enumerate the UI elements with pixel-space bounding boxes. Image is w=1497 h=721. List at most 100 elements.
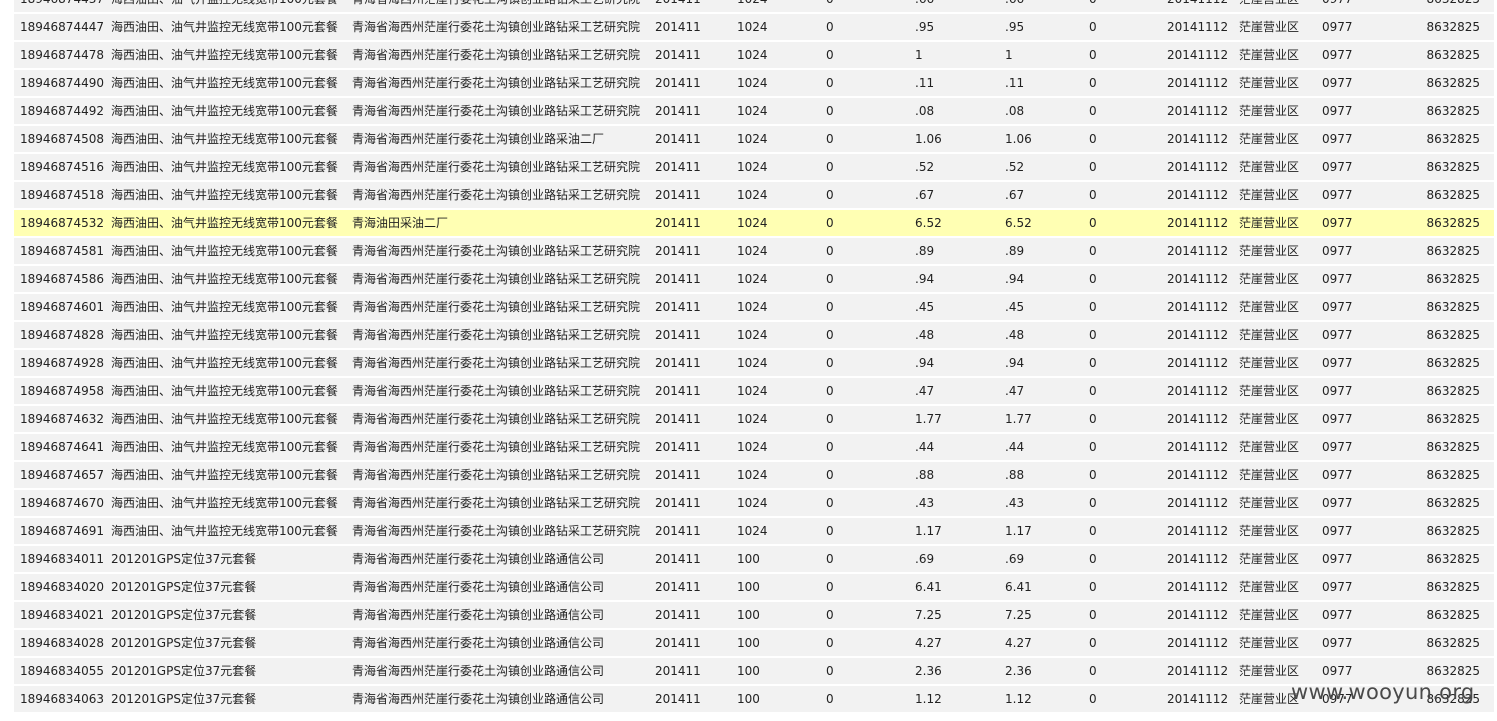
table-cell: 0977 bbox=[1322, 692, 1353, 706]
table-cell: 20141112 bbox=[1167, 412, 1229, 426]
table-cell: 201201GPS定位37元套餐 bbox=[111, 580, 257, 594]
table-cell: 0 bbox=[826, 244, 834, 258]
table-cell: 海西油田、油气井监控无线宽带100元套餐 bbox=[111, 188, 338, 202]
table-cell: 201411 bbox=[655, 0, 735, 13]
table-cell: 20141112 bbox=[1167, 328, 1229, 342]
table-row[interactable]: 18946874478 海西油田、油气井监控无线宽带100元套餐 青海省海西州茫崖行… bbox=[14, 42, 1494, 69]
table-cell: 18946874828 bbox=[20, 328, 104, 342]
table-row[interactable]: 18946874437海西油田、油气井监控无线宽带100元套餐青海省海西州茫崖行… bbox=[14, 0, 1494, 13]
table-cell: 0977 bbox=[1322, 356, 1353, 370]
table-cell: 1 bbox=[915, 48, 923, 62]
table-cell: .94 bbox=[1005, 272, 1025, 286]
table-cell: 1024 bbox=[737, 356, 768, 370]
table-row[interactable]: 18946874586 海西油田、油气井监控无线宽带100元套餐 青海省海西州茫崖行… bbox=[14, 266, 1494, 293]
table-cell: 0 bbox=[1089, 300, 1097, 314]
table-row[interactable]: 18946874928 海西油田、油气井监控无线宽带100元套餐 青海省海西州茫崖行… bbox=[14, 350, 1494, 377]
table-row[interactable]: 18946834020 201201GPS定位37元套餐 青海省海西州茫崖行委花土沟… bbox=[14, 574, 1494, 601]
table-cell: 8632825 bbox=[1426, 524, 1480, 538]
table-row[interactable]: 18946874641 海西油田、油气井监控无线宽带100元套餐 青海省海西州茫崖行… bbox=[14, 434, 1494, 461]
table-cell: 8632825 bbox=[1426, 132, 1480, 146]
table-cell: 8632825 bbox=[1426, 272, 1480, 286]
table-cell: 20141112 bbox=[1167, 244, 1229, 258]
table-cell: 0977 bbox=[1322, 216, 1353, 230]
table-cell: 青海省海西州茫崖行委花土沟镇创业路钻采工艺研究院 bbox=[352, 328, 641, 342]
table-cell: 0 bbox=[826, 356, 834, 370]
table-row[interactable]: 18946874508 海西油田、油气井监控无线宽带100元套餐 青海省海西州茫崖行… bbox=[14, 126, 1494, 153]
table-cell: 18946874516 bbox=[20, 160, 104, 174]
table-cell: 201411 bbox=[655, 496, 701, 510]
table-cell: 0 bbox=[1089, 524, 1097, 538]
table-cell: 8632825 bbox=[1426, 496, 1480, 510]
table-cell: 18946874492 bbox=[20, 104, 104, 118]
table-cell: 8632825 bbox=[1426, 608, 1480, 622]
table-row[interactable]: 18946834063 201201GPS定位37元套餐 青海省海西州茫崖行委花土沟… bbox=[14, 686, 1494, 713]
table-cell: 201411 bbox=[655, 328, 701, 342]
table-row[interactable]: 18946874490 海西油田、油气井监控无线宽带100元套餐 青海省海西州茫崖行… bbox=[14, 70, 1494, 97]
table-cell: 0977 bbox=[1322, 328, 1353, 342]
table-cell: 茫崖营业区 bbox=[1239, 636, 1300, 650]
table-cell: .94 bbox=[915, 272, 935, 286]
table-cell: 18946834028 bbox=[20, 636, 104, 650]
table-cell: 201201GPS定位37元套餐 bbox=[111, 608, 257, 622]
table-cell: 20141112 bbox=[1167, 76, 1229, 90]
table-row[interactable]: 18946874492 海西油田、油气井监控无线宽带100元套餐 青海省海西州茫崖行… bbox=[14, 98, 1494, 125]
table-cell: 茫崖营业区 bbox=[1239, 160, 1300, 174]
table-cell: 1024 bbox=[737, 188, 768, 202]
table-cell: 0 bbox=[826, 524, 834, 538]
table-row[interactable]: 18946874828 海西油田、油气井监控无线宽带100元套餐 青海省海西州茫崖行… bbox=[14, 322, 1494, 349]
table-cell: 0 bbox=[826, 468, 834, 482]
table-cell: 0 bbox=[826, 48, 834, 62]
table-row[interactable]: 18946874657 海西油田、油气井监控无线宽带100元套餐 青海省海西州茫崖行… bbox=[14, 462, 1494, 489]
table-row[interactable]: 18946874518 海西油田、油气井监控无线宽带100元套餐 青海省海西州茫崖行… bbox=[14, 182, 1494, 209]
table-cell: .89 bbox=[915, 244, 935, 258]
table-row[interactable]: 18946874691 海西油田、油气井监控无线宽带100元套餐 青海省海西州茫崖行… bbox=[14, 518, 1494, 545]
table-cell: 茫崖营业区 bbox=[1239, 328, 1300, 342]
table-row[interactable]: 18946874632 海西油田、油气井监控无线宽带100元套餐 青海省海西州茫崖行… bbox=[14, 406, 1494, 433]
table-cell: 0 bbox=[1089, 20, 1097, 34]
table-cell: 青海省海西州茫崖行委花土沟镇创业路钻采工艺研究院 bbox=[352, 104, 641, 118]
table-cell: 1024 bbox=[737, 328, 768, 342]
table-cell: .44 bbox=[915, 440, 935, 454]
table-cell: 青海省海西州茫崖行委花土沟镇创业路钻采工艺研究院 bbox=[352, 20, 641, 34]
table-cell: 0977 bbox=[1322, 664, 1353, 678]
table-row[interactable]: 18946834021 201201GPS定位37元套餐 青海省海西州茫崖行委花土沟… bbox=[14, 602, 1494, 629]
table-cell: 海西油田、油气井监控无线宽带100元套餐 bbox=[111, 160, 338, 174]
table-cell: 0 bbox=[826, 132, 834, 146]
table-cell: 8632825 bbox=[1426, 636, 1480, 650]
table-cell: 1024 bbox=[737, 496, 768, 510]
table-cell: 18946874437 bbox=[20, 0, 110, 13]
table-cell: 201201GPS定位37元套餐 bbox=[111, 552, 257, 566]
table-cell: 201411 bbox=[655, 132, 701, 146]
table-row[interactable]: 18946874670 海西油田、油气井监控无线宽带100元套餐 青海省海西州茫崖行… bbox=[14, 490, 1494, 517]
table-cell: 1024 bbox=[737, 440, 768, 454]
table-row[interactable]: 18946834055 201201GPS定位37元套餐 青海省海西州茫崖行委花土沟… bbox=[14, 658, 1494, 685]
table-cell: 18946874447 bbox=[20, 20, 104, 34]
table-cell: 0977 bbox=[1322, 160, 1353, 174]
table-row[interactable]: 18946874516 海西油田、油气井监控无线宽带100元套餐 青海省海西州茫崖行… bbox=[14, 154, 1494, 181]
table-cell: 0 bbox=[826, 216, 834, 230]
table-cell: 100 bbox=[737, 580, 760, 594]
table-row[interactable]: 18946874532 海西油田、油气井监控无线宽带100元套餐 青海油田采油二厂 2… bbox=[14, 210, 1494, 237]
table-cell: 1024 bbox=[737, 244, 768, 258]
table-row[interactable]: 18946874958 海西油田、油气井监控无线宽带100元套餐 青海省海西州茫崖行… bbox=[14, 378, 1494, 405]
table-cell: 青海省海西州茫崖行委花土沟镇创业路通信公司 bbox=[352, 608, 605, 622]
table-cell: 20141112 bbox=[1167, 580, 1229, 594]
table-row[interactable]: 18946874581 海西油田、油气井监控无线宽带100元套餐 青海省海西州茫崖行… bbox=[14, 238, 1494, 265]
table-cell: .43 bbox=[915, 496, 935, 510]
table-cell: 20141112 bbox=[1167, 524, 1229, 538]
table-cell: 8632825 bbox=[1426, 664, 1480, 678]
table-cell: 0977 bbox=[1322, 636, 1353, 650]
table-cell: 8632825 bbox=[1426, 468, 1480, 482]
table-row[interactable]: 18946834011 201201GPS定位37元套餐 青海省海西州茫崖行委花土沟… bbox=[14, 546, 1494, 573]
table-cell: 1.17 bbox=[1005, 524, 1032, 538]
table-cell: 0 bbox=[1089, 356, 1097, 370]
table-cell: 0 bbox=[1089, 496, 1097, 510]
table-cell: 0977 bbox=[1322, 272, 1353, 286]
table-cell: .66 bbox=[1005, 0, 1085, 13]
table-cell: 201411 bbox=[655, 356, 701, 370]
table-cell: .48 bbox=[915, 328, 935, 342]
table-row[interactable]: 18946874601 海西油田、油气井监控无线宽带100元套餐 青海省海西州茫崖行… bbox=[14, 294, 1494, 321]
table-row[interactable]: 18946874447 海西油田、油气井监控无线宽带100元套餐 青海省海西州茫崖行… bbox=[14, 14, 1494, 41]
table-row[interactable]: 18946834028 201201GPS定位37元套餐 青海省海西州茫崖行委花土沟… bbox=[14, 630, 1494, 657]
table-cell: 0977 bbox=[1322, 580, 1353, 594]
